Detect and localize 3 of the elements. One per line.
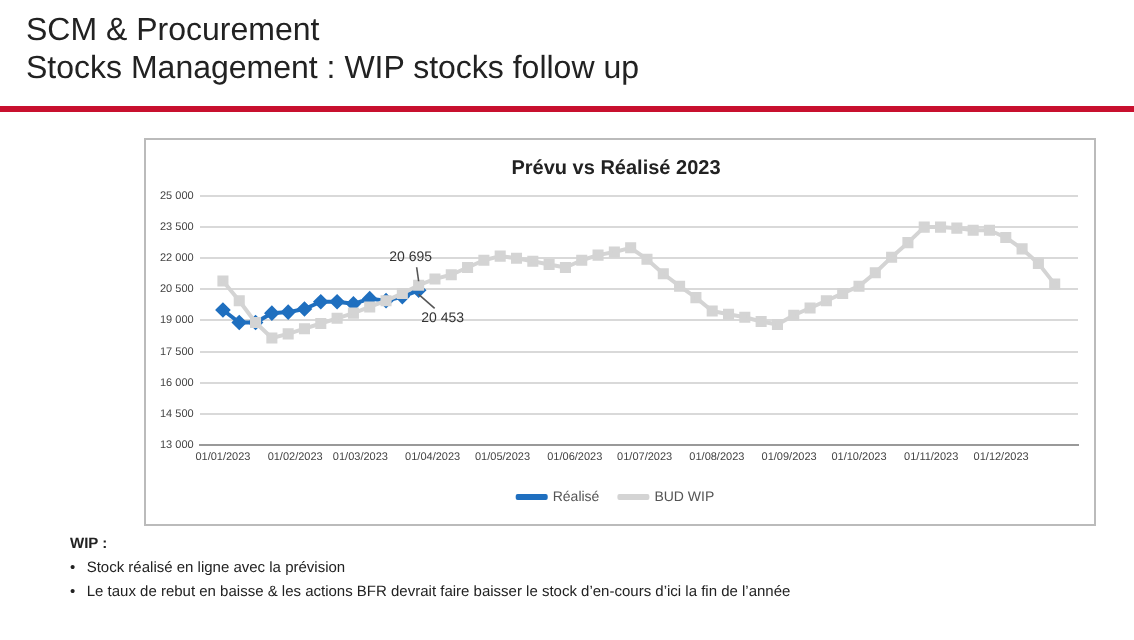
- text: Stocks Management : WIP stocks follow up: [26, 50, 639, 88]
- chart-title: Prévu vs Réalisé 2023: [511, 157, 722, 180]
- text: SCM & Procurement: [26, 12, 322, 50]
